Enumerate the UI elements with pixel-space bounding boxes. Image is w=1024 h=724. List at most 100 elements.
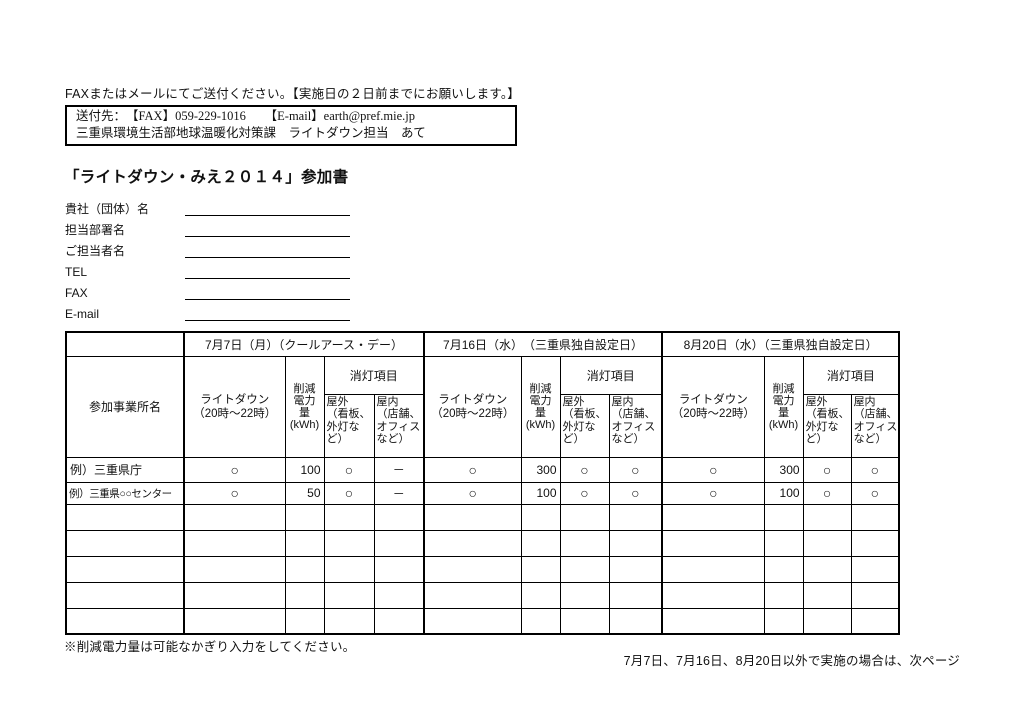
table-cell-blank[interactable] [423,503,522,531]
table-cell-blank[interactable] [763,581,804,609]
table-cell-blank[interactable] [323,529,375,557]
table-cell-blank[interactable] [559,555,610,583]
table-cell-blank[interactable] [661,607,765,635]
table-cell-blank[interactable] [608,607,663,635]
table-cell-blank[interactable] [661,581,765,609]
table-cell-blank[interactable] [373,529,425,557]
table-cell-blank[interactable] [323,607,375,635]
table-cell-blank[interactable] [520,581,561,609]
lights-off-header-g2: 消灯項目 [559,355,663,395]
table-cell: － [373,481,425,505]
business-name-blank[interactable] [65,503,185,531]
table-cell-blank[interactable] [559,581,610,609]
table-row-blank [65,529,900,557]
table-cell-blank[interactable] [763,529,804,557]
table-cell-blank[interactable] [763,607,804,635]
contact-person-input-line[interactable] [185,243,350,258]
table-cell-blank[interactable] [802,503,852,531]
table-cell-blank[interactable] [423,529,522,557]
table-row-blank [65,555,900,583]
table-cell-blank[interactable] [763,503,804,531]
table-cell-blank[interactable] [183,503,286,531]
table-cell-blank[interactable] [423,607,522,635]
next-page-note: 7月7日、7月16日、8月20日以外で実施の場合は、次ページ [623,654,960,668]
table-row-blank [65,581,900,609]
table-cell-blank[interactable] [423,581,522,609]
business-name-cell: 例）三重県庁 [65,456,185,483]
indoor-header-g3: 屋内 （店舗、 オフィス など） [850,393,900,458]
table-cell-blank[interactable] [323,503,375,531]
table-cell-blank[interactable] [373,555,425,583]
table-cell-blank[interactable] [183,607,286,635]
table-cell: 100 [763,481,804,505]
email-input-line[interactable] [185,306,350,321]
table-cell: ○ [323,481,375,505]
contact-fields: 貴社（団体）名 担当部署名 ご担当者名 TEL FAX E-mail [65,195,350,321]
table-cell: ○ [608,456,663,483]
table-cell-blank[interactable] [373,581,425,609]
table-cell-blank[interactable] [850,607,900,635]
business-name-blank[interactable] [65,607,185,635]
table-cell-blank[interactable] [559,529,610,557]
table-cell-blank[interactable] [183,529,286,557]
table-cell-blank[interactable] [850,529,900,557]
table-cell-blank[interactable] [608,529,663,557]
reduction-entry-note: ※削減電力量は可能なかぎり入力をしてください。 [64,640,356,654]
table-cell-blank[interactable] [559,503,610,531]
fax-input-line[interactable] [185,285,350,300]
table-cell-blank[interactable] [284,503,325,531]
table-cell-blank[interactable] [850,503,900,531]
table-cell-blank[interactable] [661,529,765,557]
table-row-example-1: 例）三重県庁 ○ 100 ○ － ○ 300 ○ ○ ○ 300 ○ ○ [65,456,900,483]
table-cell: 100 [284,456,325,483]
table-cell-blank[interactable] [802,555,852,583]
field-email: E-mail [65,300,350,321]
table-cell-blank[interactable] [850,581,900,609]
table-cell: － [373,456,425,483]
table-cell-blank[interactable] [284,581,325,609]
table-cell-blank[interactable] [423,555,522,583]
company-name-input-line[interactable] [185,201,350,216]
table-cell-blank[interactable] [608,581,663,609]
table-cell: 50 [284,481,325,505]
field-label: TEL [65,265,88,279]
table-cell: ○ [802,456,852,483]
table-corner-empty [65,331,185,357]
table-cell-blank[interactable] [183,555,286,583]
table-cell-blank[interactable] [520,555,561,583]
table-cell-blank[interactable] [520,529,561,557]
table-row-blank [65,503,900,531]
business-name-blank[interactable] [65,529,185,557]
table-cell-blank[interactable] [661,503,765,531]
table-cell-blank[interactable] [608,555,663,583]
table-cell-blank[interactable] [802,607,852,635]
lightdown-header-g2: ライトダウン （20時～22時） [423,355,522,458]
business-name-blank[interactable] [65,555,185,583]
table-cell-blank[interactable] [520,607,561,635]
field-fax: FAX [65,279,350,300]
table-cell-blank[interactable] [608,503,663,531]
lightdown-header-g3: ライトダウン （20時～22時） [661,355,765,458]
table-cell-blank[interactable] [802,529,852,557]
table-cell-blank[interactable] [520,503,561,531]
table-cell-blank[interactable] [802,581,852,609]
table-cell: ○ [559,456,610,483]
department-input-line[interactable] [185,222,350,237]
table-cell-blank[interactable] [661,555,765,583]
table-cell-blank[interactable] [559,607,610,635]
table-cell-blank[interactable] [850,555,900,583]
business-name-blank[interactable] [65,581,185,609]
reduction-header-g2: 削減 電力 量 (kWh) [520,355,561,458]
table-cell-blank[interactable] [284,555,325,583]
table-cell-blank[interactable] [763,555,804,583]
table-cell-blank[interactable] [323,555,375,583]
table-cell-blank[interactable] [284,607,325,635]
table-cell-blank[interactable] [323,581,375,609]
lights-off-header-g3: 消灯項目 [802,355,900,395]
tel-input-line[interactable] [185,264,350,279]
field-label: 担当部署名 [65,223,126,237]
table-cell-blank[interactable] [373,607,425,635]
table-cell-blank[interactable] [373,503,425,531]
table-cell-blank[interactable] [183,581,286,609]
table-cell-blank[interactable] [284,529,325,557]
